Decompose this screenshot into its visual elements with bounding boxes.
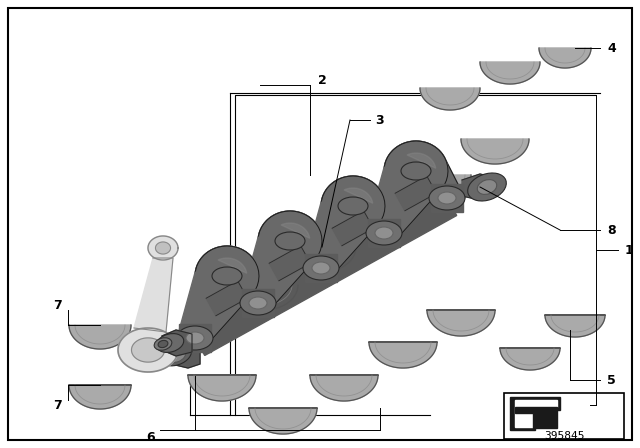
Polygon shape xyxy=(500,348,560,370)
Ellipse shape xyxy=(312,262,330,274)
Polygon shape xyxy=(156,242,170,254)
Polygon shape xyxy=(480,62,540,84)
Ellipse shape xyxy=(240,291,276,315)
Polygon shape xyxy=(333,188,355,210)
Ellipse shape xyxy=(249,297,267,309)
Polygon shape xyxy=(303,176,385,268)
Polygon shape xyxy=(545,315,605,337)
Text: 2: 2 xyxy=(318,73,327,86)
Polygon shape xyxy=(368,219,400,247)
Polygon shape xyxy=(395,176,436,211)
Polygon shape xyxy=(407,153,436,168)
Polygon shape xyxy=(403,175,471,200)
Polygon shape xyxy=(134,258,173,332)
Ellipse shape xyxy=(438,192,456,204)
Polygon shape xyxy=(366,141,448,233)
Polygon shape xyxy=(118,328,178,372)
Polygon shape xyxy=(384,141,465,198)
Polygon shape xyxy=(310,375,378,401)
Polygon shape xyxy=(269,246,310,281)
Polygon shape xyxy=(249,408,317,434)
Polygon shape xyxy=(344,188,372,203)
Text: 7: 7 xyxy=(53,298,62,311)
Polygon shape xyxy=(242,289,274,317)
Ellipse shape xyxy=(477,180,497,194)
Polygon shape xyxy=(69,325,131,349)
Polygon shape xyxy=(163,344,200,368)
Ellipse shape xyxy=(154,338,172,350)
Ellipse shape xyxy=(177,326,213,350)
Ellipse shape xyxy=(275,232,305,250)
Polygon shape xyxy=(305,254,337,282)
Polygon shape xyxy=(431,184,463,212)
Polygon shape xyxy=(462,174,496,200)
Ellipse shape xyxy=(401,162,431,180)
Polygon shape xyxy=(427,310,495,336)
Text: 8: 8 xyxy=(607,224,616,237)
Ellipse shape xyxy=(186,332,204,344)
Polygon shape xyxy=(515,400,557,427)
Polygon shape xyxy=(186,285,268,355)
Polygon shape xyxy=(188,375,256,401)
Polygon shape xyxy=(177,246,259,338)
Polygon shape xyxy=(131,338,164,362)
Ellipse shape xyxy=(303,256,339,280)
Text: 5: 5 xyxy=(607,374,616,387)
Polygon shape xyxy=(179,324,211,352)
Polygon shape xyxy=(270,223,292,245)
Ellipse shape xyxy=(468,173,506,201)
Polygon shape xyxy=(396,153,418,175)
Polygon shape xyxy=(515,407,557,428)
Polygon shape xyxy=(369,342,437,368)
Ellipse shape xyxy=(429,186,465,210)
Polygon shape xyxy=(281,223,310,238)
Polygon shape xyxy=(420,88,480,110)
Text: 4: 4 xyxy=(607,42,616,55)
Polygon shape xyxy=(258,211,339,269)
Bar xyxy=(504,393,624,439)
Polygon shape xyxy=(374,181,457,250)
Ellipse shape xyxy=(375,227,393,239)
Polygon shape xyxy=(461,139,529,164)
Polygon shape xyxy=(240,211,322,303)
Ellipse shape xyxy=(166,348,186,362)
Ellipse shape xyxy=(156,334,184,353)
Polygon shape xyxy=(195,246,276,304)
Ellipse shape xyxy=(212,267,242,285)
Polygon shape xyxy=(288,247,356,272)
Text: 1: 1 xyxy=(625,244,634,257)
Ellipse shape xyxy=(366,221,402,245)
Text: 7: 7 xyxy=(53,399,62,412)
Polygon shape xyxy=(148,236,178,260)
Polygon shape xyxy=(230,285,298,310)
Polygon shape xyxy=(218,258,247,273)
Polygon shape xyxy=(207,258,228,280)
Polygon shape xyxy=(311,215,394,285)
Text: 6: 6 xyxy=(147,431,155,444)
Polygon shape xyxy=(162,330,192,356)
Ellipse shape xyxy=(158,340,168,348)
Polygon shape xyxy=(539,48,591,68)
Text: 3: 3 xyxy=(375,113,383,126)
Ellipse shape xyxy=(338,197,368,215)
Polygon shape xyxy=(69,385,131,409)
Polygon shape xyxy=(206,281,247,316)
Polygon shape xyxy=(510,397,560,430)
Ellipse shape xyxy=(161,344,191,366)
Polygon shape xyxy=(332,211,373,246)
Polygon shape xyxy=(346,211,414,236)
Text: 395845: 395845 xyxy=(544,431,584,441)
Polygon shape xyxy=(321,176,402,233)
Polygon shape xyxy=(248,250,331,320)
